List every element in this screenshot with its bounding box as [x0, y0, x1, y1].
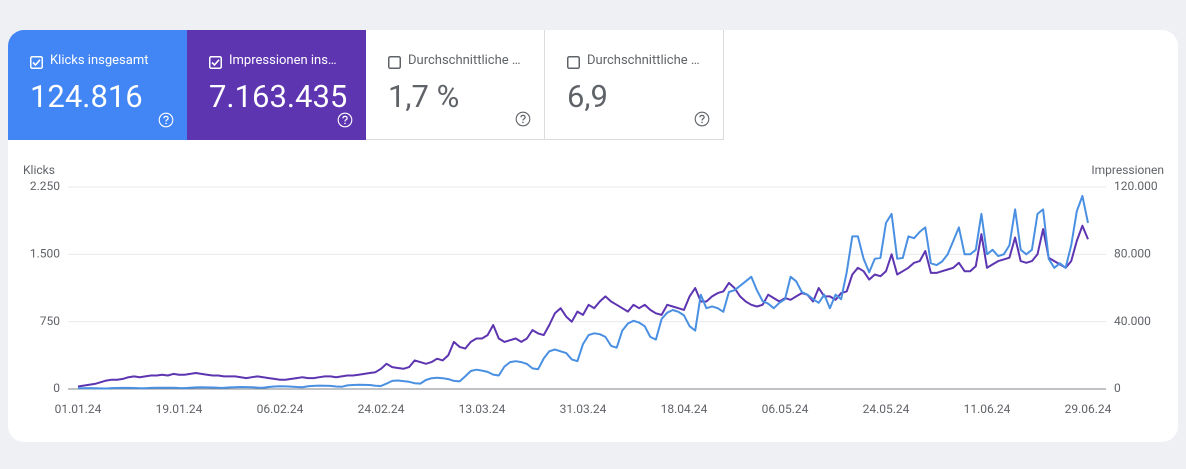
y2-tick-label: 80.000	[1114, 247, 1151, 261]
help-dot	[344, 122, 346, 125]
checkbox-box	[30, 56, 43, 69]
metric-label: Durchschnittliche …	[408, 53, 521, 68]
x-tick-label: 13.03.24	[459, 402, 506, 416]
metric-card[interactable]: Durchschnittliche … 6,9	[545, 30, 724, 140]
metric-label: Impressionen ins…	[229, 53, 337, 68]
x-tick-label: 06.02.24	[257, 402, 304, 416]
y-tick-label: 750	[40, 314, 60, 328]
series-line	[77, 224, 1089, 388]
x-tick-label: 24.02.24	[358, 402, 405, 416]
x-tick-label: 06.05.24	[762, 402, 809, 416]
y-axis-label: Klicks	[23, 163, 55, 177]
help-dot	[701, 121, 703, 124]
y-tick-label: 0	[53, 381, 60, 395]
help-icon[interactable]	[694, 111, 710, 127]
checkbox[interactable]	[209, 56, 222, 69]
metric-label: Durchschnittliche …	[587, 53, 700, 68]
metric-value: 1,7 %	[388, 78, 460, 115]
checkbox[interactable]	[567, 56, 580, 69]
metric-card[interactable]: Impressionen ins… 7.163.435	[187, 30, 366, 140]
checkbox[interactable]	[388, 56, 401, 69]
checkbox[interactable]	[30, 56, 43, 69]
check-mark	[211, 59, 220, 67]
help-icon[interactable]	[337, 112, 353, 128]
x-tick-label: 31.03.24	[560, 402, 607, 416]
chart: Klicks Impressionen 0 750 1.500 2.250 0 40.00…	[23, 163, 1164, 416]
x-tick-label: 11.06.24	[964, 402, 1011, 416]
x-tick-label: 29.06.24	[1065, 402, 1112, 416]
metric-card[interactable]: Durchschnittliche … 1,7 %	[366, 30, 545, 140]
help-dot	[522, 121, 524, 124]
checkbox-box	[209, 56, 222, 69]
help-circle	[158, 112, 174, 128]
checkbox-box	[388, 56, 401, 69]
x-tick-label: 18.04.24	[661, 402, 708, 416]
performance-panel: Klicks Impressionen 0 750 1.500 2.250 0 40.00…	[8, 30, 1178, 442]
help-glyph	[520, 114, 526, 121]
help-icon[interactable]	[158, 112, 174, 128]
metric-card[interactable]: Klicks insgesamt 124.816	[8, 30, 187, 140]
help-circle	[694, 111, 710, 127]
help-glyph	[342, 115, 348, 122]
help-circle	[337, 112, 353, 128]
y2-tick-label: 0	[1114, 381, 1121, 395]
check-mark	[32, 59, 41, 67]
x-tick-label: 19.01.24	[156, 402, 203, 416]
help-dot	[165, 122, 167, 125]
y2-tick-label: 120.000	[1114, 179, 1158, 193]
y2-tick-label: 40.000	[1114, 314, 1151, 328]
metric-value: 6,9	[567, 78, 608, 115]
y-tick-label: 1.500	[30, 247, 60, 261]
help-glyph	[699, 114, 705, 121]
help-circle	[515, 111, 531, 127]
series-line	[77, 195, 1089, 390]
metric-label: Klicks insgesamt	[50, 53, 149, 68]
y-tick-label: 2.250	[30, 179, 60, 193]
help-glyph	[163, 115, 169, 122]
x-tick-label: 01.01.24	[55, 402, 102, 416]
metric-value: 124.816	[30, 78, 143, 115]
help-icon[interactable]	[515, 111, 531, 127]
x-tick-label: 24.05.24	[863, 402, 910, 416]
metric-value: 7.163.435	[209, 78, 348, 115]
checkbox-box	[567, 56, 580, 69]
y2-axis-label: Impressionen	[1091, 163, 1164, 177]
